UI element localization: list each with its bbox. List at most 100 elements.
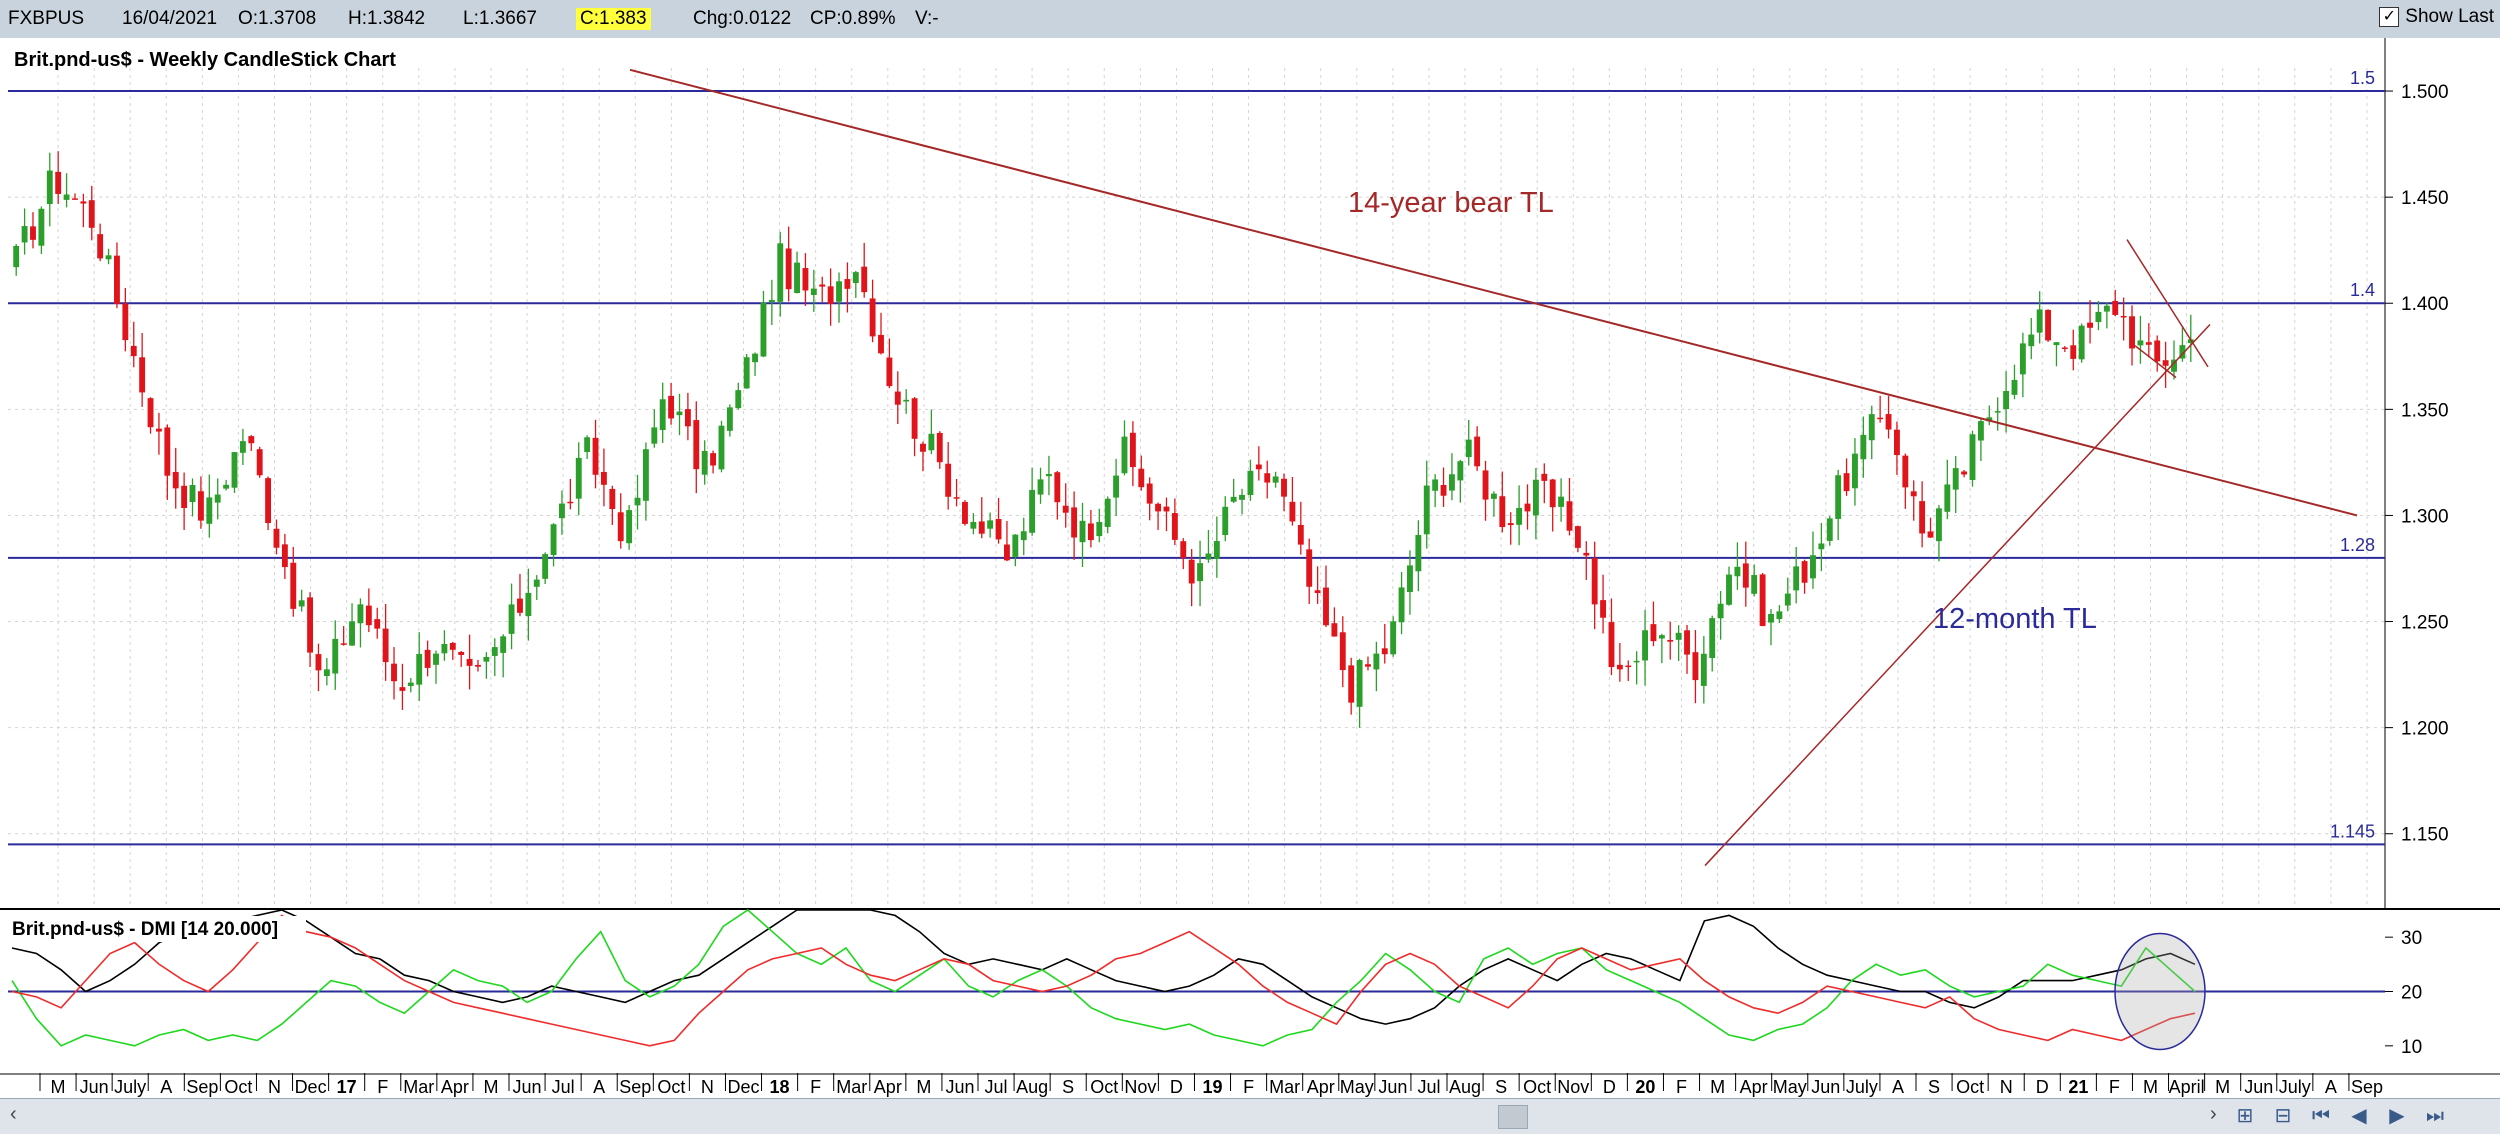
candle-body bbox=[130, 345, 137, 357]
candle-body bbox=[1449, 474, 1455, 491]
x-tick-label: Nov bbox=[1557, 1077, 1589, 1097]
candle-body bbox=[676, 411, 683, 416]
candle-body bbox=[1532, 479, 1539, 516]
y-tick-label: 1.400 bbox=[2401, 294, 2449, 315]
candle-body bbox=[1171, 513, 1178, 540]
open-value: O:1.3708 bbox=[238, 8, 317, 29]
candle-body bbox=[1927, 531, 1934, 538]
x-tick-label: Sep bbox=[619, 1077, 651, 1097]
candle-body bbox=[1524, 503, 1531, 512]
bear-trendline-label: 14-year bear TL bbox=[1348, 187, 1554, 219]
candle-body bbox=[1222, 506, 1229, 536]
candle-body bbox=[1650, 624, 1657, 642]
candle-body bbox=[332, 638, 339, 674]
candle-body bbox=[231, 452, 238, 488]
candle-body bbox=[1037, 479, 1044, 495]
candle-body bbox=[768, 299, 775, 303]
prev-icon[interactable]: ◀ bbox=[2351, 1105, 2367, 1127]
candle-body bbox=[634, 497, 641, 506]
zoom-out-icon[interactable]: ⊟ bbox=[2274, 1105, 2292, 1127]
dmi-series-0 bbox=[11, 909, 2196, 1025]
scroll-right-icon[interactable]: › bbox=[2210, 1103, 2217, 1125]
candle-body bbox=[433, 653, 439, 665]
candle-body bbox=[1432, 479, 1439, 491]
x-tick-label: F bbox=[1243, 1077, 1254, 1097]
candle-body bbox=[1826, 518, 1833, 541]
candle-body bbox=[1499, 496, 1506, 528]
show-last-toggle[interactable]: ✓ Show Last bbox=[2379, 6, 2494, 28]
scroll-thumb[interactable] bbox=[1498, 1105, 1528, 1129]
candle-body bbox=[1902, 455, 1909, 488]
candle-body bbox=[399, 687, 406, 691]
last-icon[interactable]: ⏭ bbox=[2426, 1105, 2444, 1127]
x-tick-label: D bbox=[1603, 1077, 1616, 1097]
scrollbar[interactable]: ‹ › ⊞ ⊟ ⏮ ◀ ▶ ⏭ bbox=[0, 1098, 2500, 1134]
candle-body bbox=[1306, 549, 1313, 587]
low-value: L:1.3667 bbox=[463, 8, 537, 29]
candle-body bbox=[567, 501, 574, 504]
x-tick-label: Jun bbox=[2244, 1077, 2273, 1097]
candle-body bbox=[1197, 563, 1203, 582]
chart-area[interactable]: 1.500 1.450 1.400 1.350 1.300 1.250 1.200 1.150… bbox=[0, 38, 2500, 1098]
x-tick-label: F bbox=[1676, 1077, 1687, 1097]
candle-body bbox=[701, 450, 708, 475]
candle-body bbox=[391, 663, 397, 682]
x-tick-label: D bbox=[2036, 1077, 2049, 1097]
candle-body bbox=[407, 682, 414, 687]
x-tick-label: N bbox=[2000, 1077, 2013, 1097]
candle-body bbox=[1616, 664, 1623, 670]
candle-body bbox=[1608, 622, 1615, 668]
candle-body bbox=[2087, 322, 2093, 328]
level-label: 1.28 bbox=[2340, 535, 2375, 555]
candle-body bbox=[265, 478, 272, 524]
x-tick-label: D bbox=[1170, 1077, 1183, 1097]
candle-body bbox=[1768, 613, 1774, 623]
candle-body bbox=[1793, 566, 1800, 591]
candle-body bbox=[500, 636, 507, 653]
candle-body bbox=[365, 605, 372, 626]
x-tick-label: M bbox=[2215, 1077, 2230, 1097]
candle-body bbox=[1281, 478, 1287, 497]
candle-body bbox=[441, 643, 448, 654]
candle-body bbox=[1810, 555, 1816, 579]
candle-body bbox=[1969, 434, 1976, 480]
bear-trendline bbox=[629, 68, 2358, 517]
candle-body bbox=[1365, 664, 1371, 667]
candle-body bbox=[1490, 493, 1497, 499]
candle-body bbox=[584, 437, 591, 452]
first-icon[interactable]: ⏮ bbox=[2312, 1105, 2330, 1127]
change-pct-value: CP:0.89% bbox=[810, 8, 896, 29]
candle-body bbox=[105, 255, 112, 260]
candle-body bbox=[1835, 475, 1842, 519]
x-tick-label: Oct bbox=[1090, 1077, 1118, 1097]
next-icon[interactable]: ▶ bbox=[2389, 1105, 2405, 1127]
candle-body bbox=[760, 302, 767, 357]
candle-body bbox=[1516, 507, 1523, 525]
candle-body bbox=[256, 449, 263, 476]
candle-body bbox=[1860, 434, 1867, 460]
scroll-left-icon[interactable]: ‹ bbox=[10, 1103, 17, 1125]
candle-body bbox=[970, 521, 977, 529]
candle-body bbox=[575, 457, 582, 499]
candle-body bbox=[1633, 660, 1640, 663]
candle-body bbox=[1658, 635, 1665, 639]
checkbox-icon[interactable]: ✓ bbox=[2379, 7, 2400, 27]
candle-body bbox=[525, 592, 532, 617]
candle-body bbox=[2129, 316, 2135, 349]
volume-value: V:- bbox=[915, 8, 939, 29]
x-tick-label: F bbox=[810, 1077, 821, 1097]
show-last-label: Show Last bbox=[2405, 6, 2494, 27]
zoom-in-icon[interactable]: ⊞ bbox=[2236, 1105, 2254, 1127]
candle-body bbox=[735, 390, 742, 409]
candle-body bbox=[945, 463, 952, 497]
candle-body bbox=[197, 491, 204, 521]
candle-body bbox=[651, 427, 658, 444]
x-tick-label: N bbox=[268, 1077, 281, 1097]
candle-body bbox=[1180, 541, 1187, 558]
candle-body bbox=[1264, 473, 1271, 483]
x-tick-label: Mar bbox=[1269, 1077, 1300, 1097]
candle-body bbox=[2120, 315, 2127, 318]
candle-body bbox=[1868, 414, 1875, 441]
candle-body bbox=[1331, 623, 1338, 637]
candle-body bbox=[1129, 432, 1136, 468]
